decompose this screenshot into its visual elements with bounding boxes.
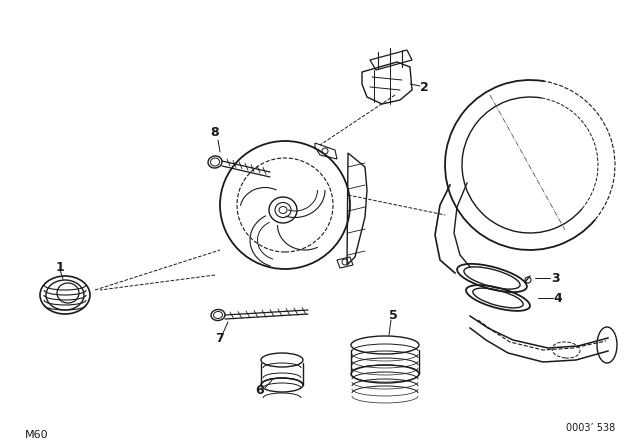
Text: 8: 8 <box>211 125 220 138</box>
Text: 5: 5 <box>388 309 397 322</box>
Text: 2: 2 <box>420 81 428 94</box>
Text: 4: 4 <box>554 292 563 305</box>
Text: 6: 6 <box>256 383 264 396</box>
Text: 3: 3 <box>550 271 559 284</box>
Text: 7: 7 <box>216 332 225 345</box>
Text: M60: M60 <box>25 430 49 440</box>
Text: 1: 1 <box>56 260 65 273</box>
Text: 0003’ 538: 0003’ 538 <box>566 423 615 433</box>
